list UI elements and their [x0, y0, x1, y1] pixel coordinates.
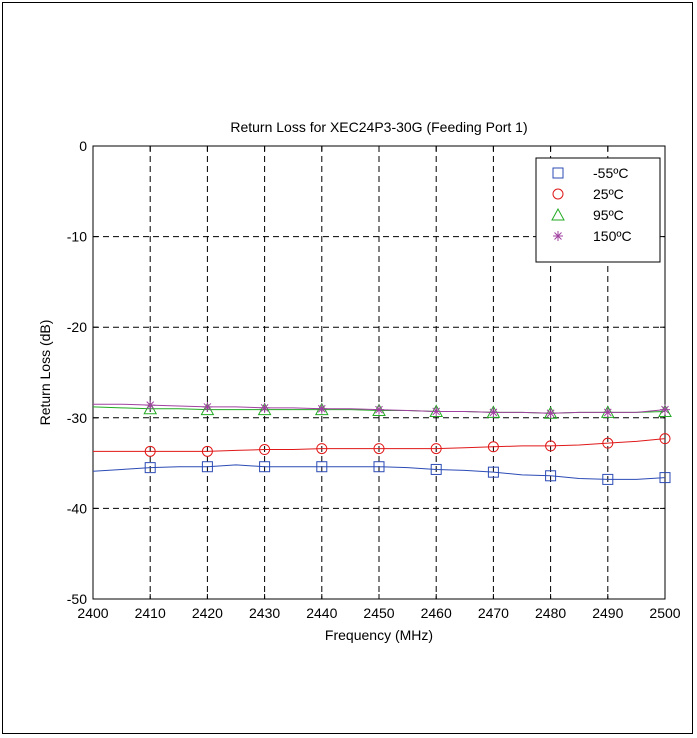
y-tick-label: 0 [79, 138, 87, 154]
x-tick-label: 2500 [649, 605, 680, 621]
data-point-circle [373, 443, 385, 455]
series-layer [92, 400, 672, 485]
data-point-square [659, 472, 671, 484]
data-point-circle [545, 440, 557, 452]
data-point-square [602, 473, 614, 485]
y-tick-label: -50 [67, 591, 87, 607]
x-tick-label: 2400 [77, 605, 108, 621]
x-tick-label: 2420 [192, 605, 223, 621]
series-square [92, 461, 671, 485]
chart-title: Return Loss for XEC24P3-30G (Feeding Por… [230, 119, 527, 135]
data-point-asterisk [259, 402, 270, 413]
data-point-asterisk [602, 407, 613, 418]
data-point-circle [259, 444, 271, 456]
y-tick-label: -40 [67, 500, 87, 516]
data-point-square [316, 461, 328, 473]
x-tick-label: 2450 [363, 605, 394, 621]
y-tick-label: -30 [67, 410, 87, 426]
data-point-circle [144, 445, 156, 457]
legend-label: 25ºC [593, 186, 624, 202]
y-tick-label: -10 [67, 229, 87, 245]
legend-marker-circle [552, 188, 564, 200]
data-point-circle [201, 445, 213, 457]
data-point-square [545, 470, 557, 482]
x-tick-label: 2410 [135, 605, 166, 621]
data-point-triangle [658, 404, 672, 417]
data-point-asterisk [545, 408, 556, 419]
data-point-square [144, 462, 156, 474]
data-point-asterisk [374, 404, 384, 415]
x-tick-label: 2490 [592, 605, 623, 621]
series-line [93, 438, 666, 452]
data-point-asterisk [431, 406, 442, 417]
data-point-circle [659, 433, 671, 445]
series-circle [93, 433, 671, 457]
x-tick-label: 2470 [478, 605, 509, 621]
data-point-asterisk [145, 400, 156, 411]
data-point-circle [602, 437, 614, 449]
legend-marker-square [552, 167, 564, 179]
data-point-triangle [257, 402, 272, 416]
data-point-triangle [200, 402, 215, 416]
data-point-asterisk [202, 401, 213, 412]
data-point-asterisk [316, 403, 327, 414]
x-axis-label: Frequency (MHz) [325, 627, 433, 643]
series-triangle [92, 401, 672, 419]
legend-label: 95ºC [593, 207, 624, 223]
tick-labels: 2400 2410 2420 2430 2440 2450 2460 2470 2480 2490… [67, 138, 681, 621]
x-tick-label: 2430 [249, 605, 280, 621]
data-point-square [201, 461, 213, 473]
data-point-square [430, 463, 442, 475]
x-tick-label: 2480 [535, 605, 566, 621]
x-tick-label: 2460 [421, 605, 452, 621]
data-point-asterisk [660, 404, 670, 415]
grid-layer [93, 146, 665, 599]
y-axis-label: Return Loss (dB) [37, 320, 53, 426]
series-asterisk [93, 400, 670, 419]
legend: -55ºC 25ºC 95ºC 150ºC [535, 157, 661, 263]
data-point-asterisk [488, 407, 499, 418]
legend-label: 150ºC [593, 228, 632, 244]
legend-label: -55ºC [593, 165, 628, 181]
data-point-square [373, 461, 385, 473]
axes-layer [92, 145, 666, 600]
data-point-circle [487, 441, 499, 453]
y-tick-label: -20 [67, 319, 87, 335]
series-line [92, 464, 666, 480]
legend-box [535, 157, 661, 263]
legend-marker-triangle [551, 207, 565, 221]
data-point-circle [430, 443, 442, 455]
legend-marker-asterisk [553, 231, 563, 241]
data-point-circle [316, 443, 328, 455]
data-point-square [259, 461, 271, 473]
x-tick-label: 2440 [306, 605, 337, 621]
data-point-square [487, 466, 499, 478]
